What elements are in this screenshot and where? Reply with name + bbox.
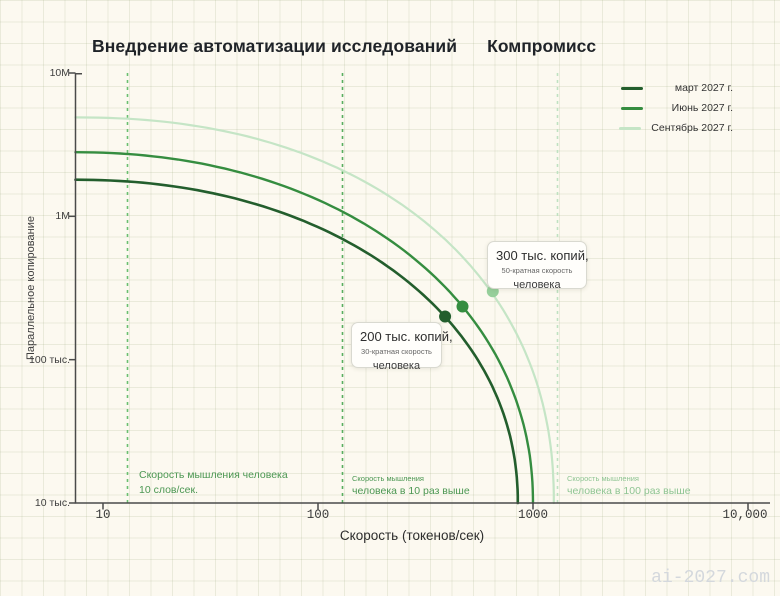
x-tick-label: 10 (95, 508, 111, 522)
y-tick-label: 10 тыс. (34, 497, 70, 509)
callout-line-human: человека (513, 279, 561, 291)
legend-label: март 2027 г. (674, 82, 733, 94)
callout-line-speed: 30-кратная скорость (361, 347, 432, 356)
ref-annotation-10x-speed: Скорость мышления человека в 10 раз выше (352, 473, 470, 499)
legend-item-june: Июнь 2027 г. (619, 98, 733, 118)
page-title: Внедрение автоматизации исследований (92, 36, 458, 56)
x-tick-label: 100 (306, 508, 330, 522)
x-axis-label: Скорость (токенов/сек) (339, 528, 485, 543)
ref-annotation-100x-speed: Скорость мышления человека в 100 раз выш… (567, 473, 691, 499)
legend-item-september: Сентябрь 2027 г. (619, 118, 733, 138)
callout-line-copies: 300 тыс. копий, (496, 248, 589, 263)
x-tick-label: 1000 (517, 508, 549, 522)
y-tick-label: 10M (49, 67, 70, 79)
ref-annotation-line: Скорость мышления человека (139, 469, 288, 481)
ref-annotation-line: Скорость мышления (352, 474, 424, 483)
callout-200k-copies: 200 тыс. копий, 30-кратная скорость чело… (351, 322, 453, 372)
page-subtitle: Компромисс (487, 36, 597, 56)
legend: март 2027 г. Июнь 2027 г. Сентябрь 2027 … (619, 78, 733, 138)
legend-label: Сентябрь 2027 г. (651, 122, 733, 134)
site-watermark: ai-2027.com (651, 568, 770, 588)
ref-annotation-human-speed: Скорость мышления человека 10 слов/сек. (139, 468, 288, 498)
y-axis-label: Параллельное копирование (25, 216, 37, 360)
ref-annotation-line: 10 слов/сек. (139, 484, 199, 496)
ref-annotation-line: Скорость мышления (567, 474, 639, 483)
legend-swatch (621, 86, 643, 90)
callout-300k-copies: 300 тыс. копий, 50-кратная скорость чело… (487, 241, 589, 291)
y-tick-label: 100 тыс. (29, 354, 70, 366)
x-tick-label: 10,000 (722, 508, 768, 522)
legend-item-march: март 2027 г. (619, 78, 733, 98)
ref-annotation-line: человека в 100 раз выше (567, 485, 691, 497)
ref-annotation-line: человека в 10 раз выше (352, 485, 470, 497)
legend-label: Июнь 2027 г. (671, 102, 733, 114)
callout-line-speed: 50-кратная скорость (501, 266, 573, 275)
y-tick-label: 1M (55, 210, 70, 222)
callout-line-human: человека (372, 360, 421, 372)
callout-line-copies: 200 тыс. копий, (360, 329, 453, 344)
legend-swatch (619, 126, 642, 130)
legend-swatch (621, 106, 643, 110)
chart-header: Внедрение автоматизации исследований Комп… (92, 36, 596, 57)
